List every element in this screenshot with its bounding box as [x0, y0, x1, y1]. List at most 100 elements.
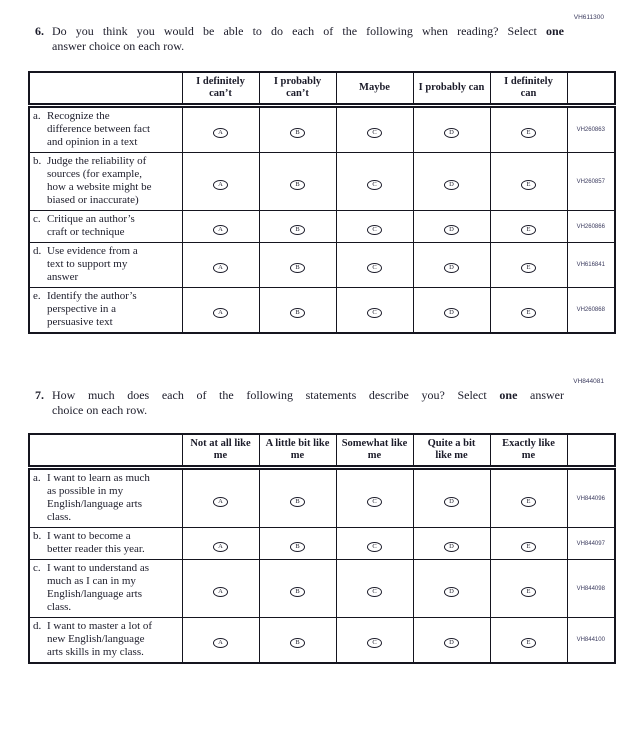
prompt-text-segment: choice on each row.: [52, 403, 148, 417]
answer-bubble-b[interactable]: B: [290, 308, 305, 318]
answer-bubble-a[interactable]: A: [213, 541, 228, 552]
row-label-cell: a. Recognize the difference between fact…: [28, 105, 183, 153]
answer-cell: C: [335, 152, 414, 211]
question-7-prompt: 7. How much does each of the following s…: [35, 388, 575, 418]
answer-cell: A: [181, 287, 260, 334]
answer-bubble-e[interactable]: E: [521, 308, 536, 318]
answer-cell: C: [335, 210, 414, 243]
question-number: 6.: [35, 24, 44, 38]
answer-bubble-e[interactable]: E: [521, 541, 536, 552]
table-header-row: I definitely can’t I probably can’t Mayb…: [28, 71, 616, 108]
answer-cell: D: [412, 467, 491, 528]
answer-bubble-a[interactable]: A: [213, 224, 228, 235]
table-row: d. I want to master a lot of new English…: [28, 617, 616, 664]
question-7-answer-table: Not at all like me A little bit like me …: [28, 433, 616, 664]
answer-bubble-e[interactable]: E: [521, 224, 536, 235]
row-letter: a.: [33, 472, 41, 484]
row-label-cell: d. I want to master a lot of new English…: [28, 617, 183, 664]
item-code: VH844100: [566, 617, 616, 664]
row-letter: c.: [33, 213, 41, 225]
column-header: A little bit like me: [258, 433, 337, 470]
answer-bubble-b[interactable]: B: [290, 128, 305, 138]
answer-bubble-d[interactable]: D: [444, 263, 459, 273]
answer-bubble-c[interactable]: C: [367, 224, 382, 235]
question-text: Do you think you would be able to do eac…: [52, 24, 564, 54]
answer-bubble-c[interactable]: C: [367, 263, 382, 273]
answer-cell: D: [412, 210, 491, 243]
answer-bubble-c[interactable]: C: [367, 308, 382, 318]
row-letter: b.: [33, 530, 42, 542]
answer-bubble-d[interactable]: D: [444, 586, 459, 597]
answer-bubble-b[interactable]: B: [290, 179, 305, 190]
answer-bubble-a[interactable]: A: [213, 263, 228, 273]
row-label-cell: e. Identify the author’s perspective in …: [28, 287, 183, 334]
answer-bubble-d[interactable]: D: [444, 496, 459, 507]
answer-bubble-a[interactable]: A: [213, 586, 228, 597]
answer-cell: A: [181, 617, 260, 664]
answer-cell: B: [258, 242, 337, 288]
empty-header-cell: [28, 433, 183, 470]
row-statement: I want to master a lot of new English/la…: [47, 620, 153, 658]
answer-bubble-d[interactable]: D: [444, 638, 459, 648]
answer-cell: D: [412, 527, 491, 560]
answer-bubble-b[interactable]: B: [290, 541, 305, 552]
answer-bubble-d[interactable]: D: [444, 308, 459, 318]
prompt-line-2: answer choice on each row.: [52, 39, 564, 54]
answer-bubble-c[interactable]: C: [367, 586, 382, 597]
prompt-text-segment: answer: [517, 388, 564, 402]
answer-cell: A: [181, 559, 260, 618]
answer-bubble-a[interactable]: A: [213, 638, 228, 648]
answer-bubble-e[interactable]: E: [521, 496, 536, 507]
answer-bubble-c[interactable]: C: [367, 496, 382, 507]
table-row: a. I want to learn as much as possible i…: [28, 467, 616, 528]
questionnaire-page: VH611300 6. Do you think you would be ab…: [28, 14, 616, 664]
empty-code-header-cell: [566, 433, 616, 470]
answer-bubble-a[interactable]: A: [213, 496, 228, 507]
prompt-line-1: How much does each of the following stat…: [52, 388, 564, 403]
item-code: VH260857: [566, 152, 616, 211]
prompt-line-1: Do you think you would be able to do eac…: [52, 24, 564, 39]
answer-bubble-e[interactable]: E: [521, 263, 536, 273]
answer-bubble-b[interactable]: B: [290, 586, 305, 597]
row-letter: d.: [33, 245, 42, 257]
item-code: VH260866: [566, 210, 616, 243]
answer-bubble-d[interactable]: D: [444, 128, 459, 138]
answer-bubble-a[interactable]: A: [213, 308, 228, 318]
empty-code-header-cell: [566, 71, 616, 108]
prompt-bold-word: one: [499, 388, 518, 402]
answer-cell: C: [335, 287, 414, 334]
answer-bubble-e[interactable]: E: [521, 179, 536, 190]
question-number: 7.: [35, 388, 44, 402]
answer-bubble-b[interactable]: B: [290, 496, 305, 507]
answer-cell: D: [412, 617, 491, 664]
answer-bubble-d[interactable]: D: [444, 179, 459, 190]
answer-cell: E: [489, 210, 568, 243]
table-header-row: Not at all like me A little bit like me …: [28, 433, 616, 470]
answer-bubble-a[interactable]: A: [213, 128, 228, 138]
answer-bubble-c[interactable]: C: [367, 541, 382, 552]
answer-bubble-c[interactable]: C: [367, 128, 382, 138]
prompt-bold-word: one: [546, 24, 564, 38]
table-row: e. Identify the author’s perspective in …: [28, 287, 616, 334]
answer-bubble-c[interactable]: C: [367, 179, 382, 190]
answer-bubble-c[interactable]: C: [367, 638, 382, 648]
answer-cell: C: [335, 617, 414, 664]
answer-bubble-e[interactable]: E: [521, 638, 536, 648]
answer-bubble-b[interactable]: B: [290, 638, 305, 648]
column-header: I probably can: [412, 71, 491, 108]
answer-bubble-b[interactable]: B: [290, 263, 305, 273]
prompt-line-2: choice on each row.: [52, 403, 564, 418]
answer-bubble-b[interactable]: B: [290, 224, 305, 235]
answer-cell: D: [412, 287, 491, 334]
answer-cell: B: [258, 527, 337, 560]
answer-bubble-e[interactable]: E: [521, 586, 536, 597]
answer-bubble-d[interactable]: D: [444, 224, 459, 235]
answer-bubble-a[interactable]: A: [213, 179, 228, 190]
answer-bubble-e[interactable]: E: [521, 128, 536, 138]
row-statement: Critique an author’s craft or technique: [47, 213, 135, 238]
answer-cell: A: [181, 527, 260, 560]
answer-cell: B: [258, 617, 337, 664]
row-statement: I want to learn as much as possible in m…: [47, 472, 150, 523]
answer-cell: A: [181, 242, 260, 288]
answer-bubble-d[interactable]: D: [444, 541, 459, 552]
